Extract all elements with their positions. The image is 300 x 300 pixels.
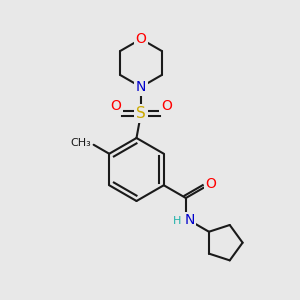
Text: O: O xyxy=(136,32,146,46)
Text: O: O xyxy=(205,178,216,191)
Text: H: H xyxy=(173,215,182,226)
Text: CH₃: CH₃ xyxy=(70,138,91,148)
Text: N: N xyxy=(184,214,195,227)
Text: O: O xyxy=(110,99,121,113)
Text: S: S xyxy=(136,106,146,121)
Text: O: O xyxy=(161,99,172,113)
Text: N: N xyxy=(136,80,146,94)
